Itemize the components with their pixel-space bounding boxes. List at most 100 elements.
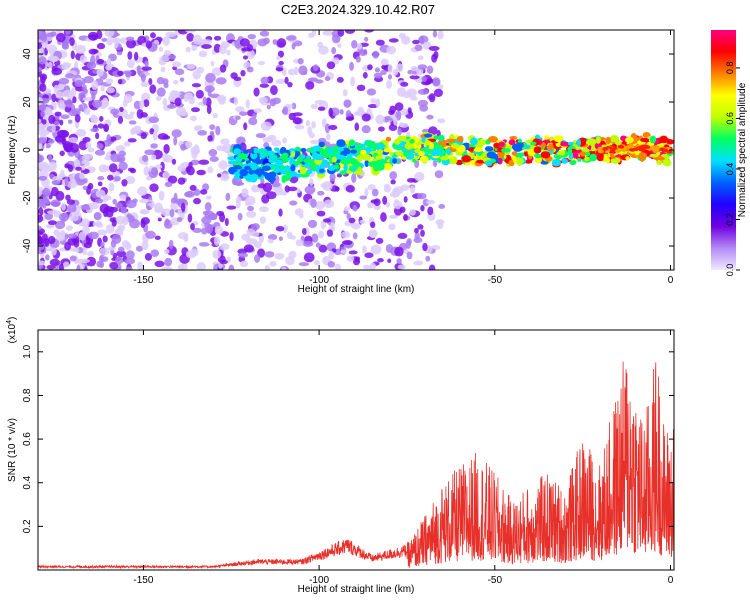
spectrogram-cell (60, 114, 70, 120)
spectrogram-cell (356, 154, 363, 162)
spectrogram-cell (287, 186, 298, 192)
spectrogram-cell (269, 98, 277, 107)
spectrogram-cell (432, 30, 438, 38)
spectrogram-cell (312, 64, 319, 71)
spectrogram-cell (396, 87, 407, 97)
spectrogram-cell (284, 76, 289, 85)
spectrogram-cell (196, 125, 203, 131)
spectrogram-cell (348, 217, 356, 224)
spectrogram-cell (266, 104, 271, 110)
spectrogram-cell (101, 37, 108, 42)
spectrogram-cell (247, 34, 257, 40)
spectrogram-cell (45, 224, 55, 229)
spectrogram-cell (243, 244, 254, 253)
spectrogram-cell (207, 166, 214, 174)
spectrogram-cell (110, 239, 117, 248)
spectrogram-cell (305, 120, 311, 127)
spectrogram-cell (362, 264, 372, 270)
spectrogram-cell (356, 84, 366, 92)
spectrogram-cell (282, 106, 289, 116)
spectrogram-cell (493, 142, 501, 149)
spectrogram-cell (59, 119, 64, 126)
spectrogram-cell (50, 31, 57, 37)
spectrogram-cell (278, 60, 284, 66)
spectrogram-cell (540, 151, 551, 159)
spectrogram-cell (267, 238, 274, 244)
spectrogram-cell (577, 157, 582, 162)
spectrogram-cell (201, 216, 212, 225)
spectrogram-cell (270, 85, 278, 96)
spectrogram-cell (567, 141, 575, 146)
spectrogram-cell (150, 167, 159, 176)
spectrogram-cell (124, 114, 134, 120)
spectrogram-cell (346, 255, 355, 262)
spectrogram-cell (572, 151, 579, 159)
spectrogram-cell (241, 188, 249, 198)
spectrogram-cell (351, 173, 357, 184)
snr-panel: -150 -100 -50 0 0.2 0.4 0.6 0.8 1.0 Height of s… (6, 317, 675, 595)
spectrogram-cell (156, 87, 166, 97)
spectrogram-cell (358, 49, 368, 57)
spectrogram-cell (399, 206, 406, 213)
spectrogram-cell (597, 152, 604, 160)
spectrogram-cell (233, 97, 239, 106)
spectrogram-cell (345, 184, 355, 193)
spectrogram-cell (560, 141, 570, 147)
spectrogram-cell (205, 72, 216, 83)
spectrogram-cell (367, 201, 374, 209)
spectrogram-cell (150, 154, 157, 161)
spectrogram-cell (331, 47, 337, 55)
spectrogram-cell (313, 260, 320, 266)
spectrogram-cell (122, 99, 128, 108)
spectrogram-cell (353, 171, 364, 175)
spectrogram-cell (195, 89, 204, 99)
spectrogram-cell (141, 240, 149, 251)
spectrogram-cell (286, 231, 293, 240)
spectrogram-cell (267, 233, 278, 241)
spectrogram-cell (387, 63, 393, 74)
spectrogram-cell (106, 57, 112, 67)
spectrogram-cell (354, 122, 360, 131)
spectrogram-cell (527, 148, 536, 157)
spectrogram-cell (109, 163, 118, 173)
spectrogram-cell (46, 44, 57, 53)
spectrogram-cell (370, 230, 377, 238)
spectrogram-cell (367, 161, 376, 167)
snr-series-line (38, 361, 674, 570)
spectrogram-cell (233, 148, 241, 155)
spectrogram-cell (315, 79, 324, 84)
spectrogram-cell (259, 83, 270, 88)
spectrogram-cell (219, 64, 227, 73)
spectrogram-cell (275, 225, 285, 232)
spectrogram-cell (640, 137, 650, 143)
spectrogram-cell (125, 266, 133, 270)
spectrogram-cell (321, 181, 333, 191)
spectrogram-cell (361, 125, 371, 134)
spectrogram-cell (59, 230, 66, 237)
spectrogram-cell (245, 200, 251, 206)
spectrogram-cell (247, 162, 257, 167)
spectrogram-cell (219, 173, 230, 182)
spectrogram-cell (248, 117, 258, 126)
colorbar-gradient (711, 30, 736, 270)
spectrogram-cell (270, 156, 277, 162)
spectrogram-cell (297, 58, 304, 65)
spectrogram-cell (79, 172, 85, 180)
spectrogram-cell (215, 77, 227, 85)
spectrogram-cell (40, 75, 46, 84)
spectrogram-cell (304, 185, 316, 195)
spectrogram-cell (75, 166, 82, 171)
spectrogram-cell (99, 115, 104, 122)
spectrogram-cell (119, 194, 127, 200)
spectrogram-cell (343, 163, 348, 172)
spectrogram-cell (389, 171, 398, 180)
spectrogram-cell (140, 217, 150, 225)
spectrogram-cell (318, 244, 328, 253)
spectrogram-cell (364, 159, 369, 168)
colorbar-tick-label: 0.6 (725, 112, 735, 125)
spectrogram-cell (625, 156, 630, 161)
spectrogram-cell (149, 84, 157, 94)
spectrogram-cell (275, 78, 286, 84)
spectrogram-cell (117, 79, 123, 85)
spectrogram-cell (309, 139, 320, 144)
